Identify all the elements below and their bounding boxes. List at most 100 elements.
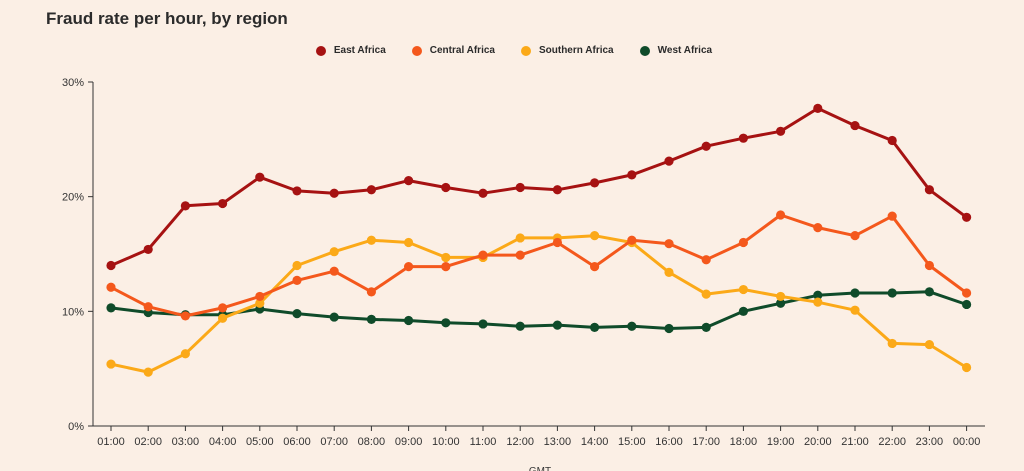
legend-item-southern-africa[interactable]: Southern Africa	[520, 45, 614, 56]
data-point-west-africa[interactable]	[813, 290, 823, 300]
data-point-southern-africa[interactable]	[255, 298, 265, 308]
x-tick-label: 11:00	[470, 436, 497, 448]
data-point-central-africa[interactable]	[255, 291, 265, 302]
data-point-central-africa[interactable]	[552, 237, 563, 248]
data-point-central-africa[interactable]	[180, 311, 190, 321]
data-point-west-africa[interactable]	[292, 309, 302, 319]
data-point-west-africa[interactable]	[441, 318, 451, 328]
data-point-southern-africa[interactable]	[850, 305, 860, 315]
data-point-central-africa[interactable]	[404, 262, 414, 272]
data-point-central-africa[interactable]	[478, 250, 488, 260]
data-point-east-africa[interactable]	[887, 135, 897, 146]
data-point-west-africa[interactable]	[366, 314, 376, 324]
data-point-southern-africa[interactable]	[776, 291, 786, 302]
data-point-west-africa[interactable]	[106, 303, 116, 313]
data-point-central-africa[interactable]	[962, 288, 972, 298]
data-point-west-africa[interactable]	[701, 322, 711, 332]
data-point-east-africa[interactable]	[441, 182, 451, 193]
data-point-east-africa[interactable]	[738, 133, 749, 143]
data-point-central-africa[interactable]	[887, 211, 897, 221]
data-point-west-africa[interactable]	[962, 299, 972, 310]
data-point-east-africa[interactable]	[924, 185, 935, 195]
data-point-west-africa[interactable]	[329, 312, 339, 322]
legend-item-west-africa[interactable]: West Africa	[639, 45, 712, 56]
data-point-southern-africa[interactable]	[924, 339, 935, 350]
data-point-east-africa[interactable]	[106, 260, 116, 271]
data-point-west-africa[interactable]	[887, 288, 897, 298]
data-point-central-africa[interactable]	[590, 262, 600, 272]
data-point-southern-africa[interactable]	[887, 338, 897, 349]
data-point-southern-africa[interactable]	[329, 247, 339, 257]
legend-item-east-africa[interactable]: East Africa	[315, 45, 386, 56]
data-point-west-africa[interactable]	[664, 323, 674, 334]
data-point-west-africa[interactable]	[776, 298, 786, 308]
data-point-east-africa[interactable]	[850, 120, 860, 131]
data-point-central-africa[interactable]	[701, 255, 711, 265]
data-point-central-africa[interactable]	[776, 210, 786, 220]
data-point-east-africa[interactable]	[515, 182, 525, 193]
data-point-east-africa[interactable]	[627, 170, 637, 180]
x-tick-label: 18:00	[730, 436, 758, 448]
data-point-central-africa[interactable]	[664, 239, 674, 249]
data-point-east-africa[interactable]	[366, 185, 376, 195]
data-point-central-africa[interactable]	[515, 250, 525, 260]
data-point-central-africa[interactable]	[627, 235, 637, 245]
data-point-east-africa[interactable]	[292, 186, 302, 196]
data-point-southern-africa[interactable]	[106, 359, 116, 369]
data-point-west-africa[interactable]	[515, 321, 525, 331]
data-point-southern-africa[interactable]	[962, 362, 972, 373]
data-point-southern-africa[interactable]	[515, 233, 525, 243]
x-tick-label: 16:00	[655, 436, 683, 448]
x-tick-label: 02:00	[134, 436, 162, 448]
data-point-central-africa[interactable]	[366, 287, 376, 297]
data-point-southern-africa[interactable]	[404, 237, 414, 248]
y-tick-label: 0%	[68, 421, 84, 433]
data-point-southern-africa[interactable]	[701, 289, 711, 299]
data-point-southern-africa[interactable]	[180, 349, 190, 359]
data-point-central-africa[interactable]	[813, 223, 823, 233]
data-point-east-africa[interactable]	[404, 176, 414, 186]
data-point-east-africa[interactable]	[552, 185, 563, 195]
data-point-southern-africa[interactable]	[292, 260, 302, 271]
data-point-east-africa[interactable]	[962, 212, 972, 222]
data-point-southern-africa[interactable]	[813, 297, 823, 307]
legend-item-central-africa[interactable]: Central Africa	[411, 45, 495, 56]
data-point-central-africa[interactable]	[924, 260, 935, 271]
data-point-central-africa[interactable]	[292, 275, 302, 285]
data-point-central-africa[interactable]	[850, 231, 860, 241]
series-central-africa	[106, 210, 972, 321]
data-point-central-africa[interactable]	[143, 302, 153, 312]
data-point-east-africa[interactable]	[776, 126, 786, 136]
data-point-east-africa[interactable]	[180, 201, 190, 211]
data-point-east-africa[interactable]	[701, 141, 711, 151]
data-point-west-africa[interactable]	[552, 320, 563, 330]
data-point-southern-africa[interactable]	[738, 284, 749, 295]
data-point-southern-africa[interactable]	[590, 231, 600, 241]
data-point-west-africa[interactable]	[478, 319, 488, 329]
data-point-central-africa[interactable]	[738, 237, 749, 248]
data-point-east-africa[interactable]	[813, 103, 823, 113]
data-point-west-africa[interactable]	[738, 306, 749, 316]
data-point-southern-africa[interactable]	[143, 367, 153, 377]
data-point-east-africa[interactable]	[664, 156, 674, 166]
data-point-west-africa[interactable]	[590, 322, 600, 332]
data-point-east-africa[interactable]	[590, 178, 600, 188]
data-point-east-africa[interactable]	[255, 172, 265, 182]
data-point-east-africa[interactable]	[329, 188, 339, 198]
data-point-east-africa[interactable]	[143, 244, 153, 255]
data-point-central-africa[interactable]	[218, 303, 228, 313]
data-point-southern-africa[interactable]	[218, 313, 228, 323]
data-point-west-africa[interactable]	[627, 321, 637, 331]
data-point-southern-africa[interactable]	[441, 252, 451, 263]
data-point-east-africa[interactable]	[478, 188, 488, 198]
data-point-central-africa[interactable]	[106, 282, 116, 292]
data-point-central-africa[interactable]	[441, 262, 451, 272]
data-point-west-africa[interactable]	[404, 315, 414, 326]
data-point-central-africa[interactable]	[329, 266, 339, 276]
data-point-west-africa[interactable]	[850, 288, 860, 298]
data-point-west-africa[interactable]	[924, 287, 935, 297]
data-point-southern-africa[interactable]	[366, 235, 376, 245]
data-point-east-africa[interactable]	[218, 198, 228, 209]
data-point-southern-africa[interactable]	[664, 267, 674, 277]
series-line-central-africa	[109, 213, 969, 318]
